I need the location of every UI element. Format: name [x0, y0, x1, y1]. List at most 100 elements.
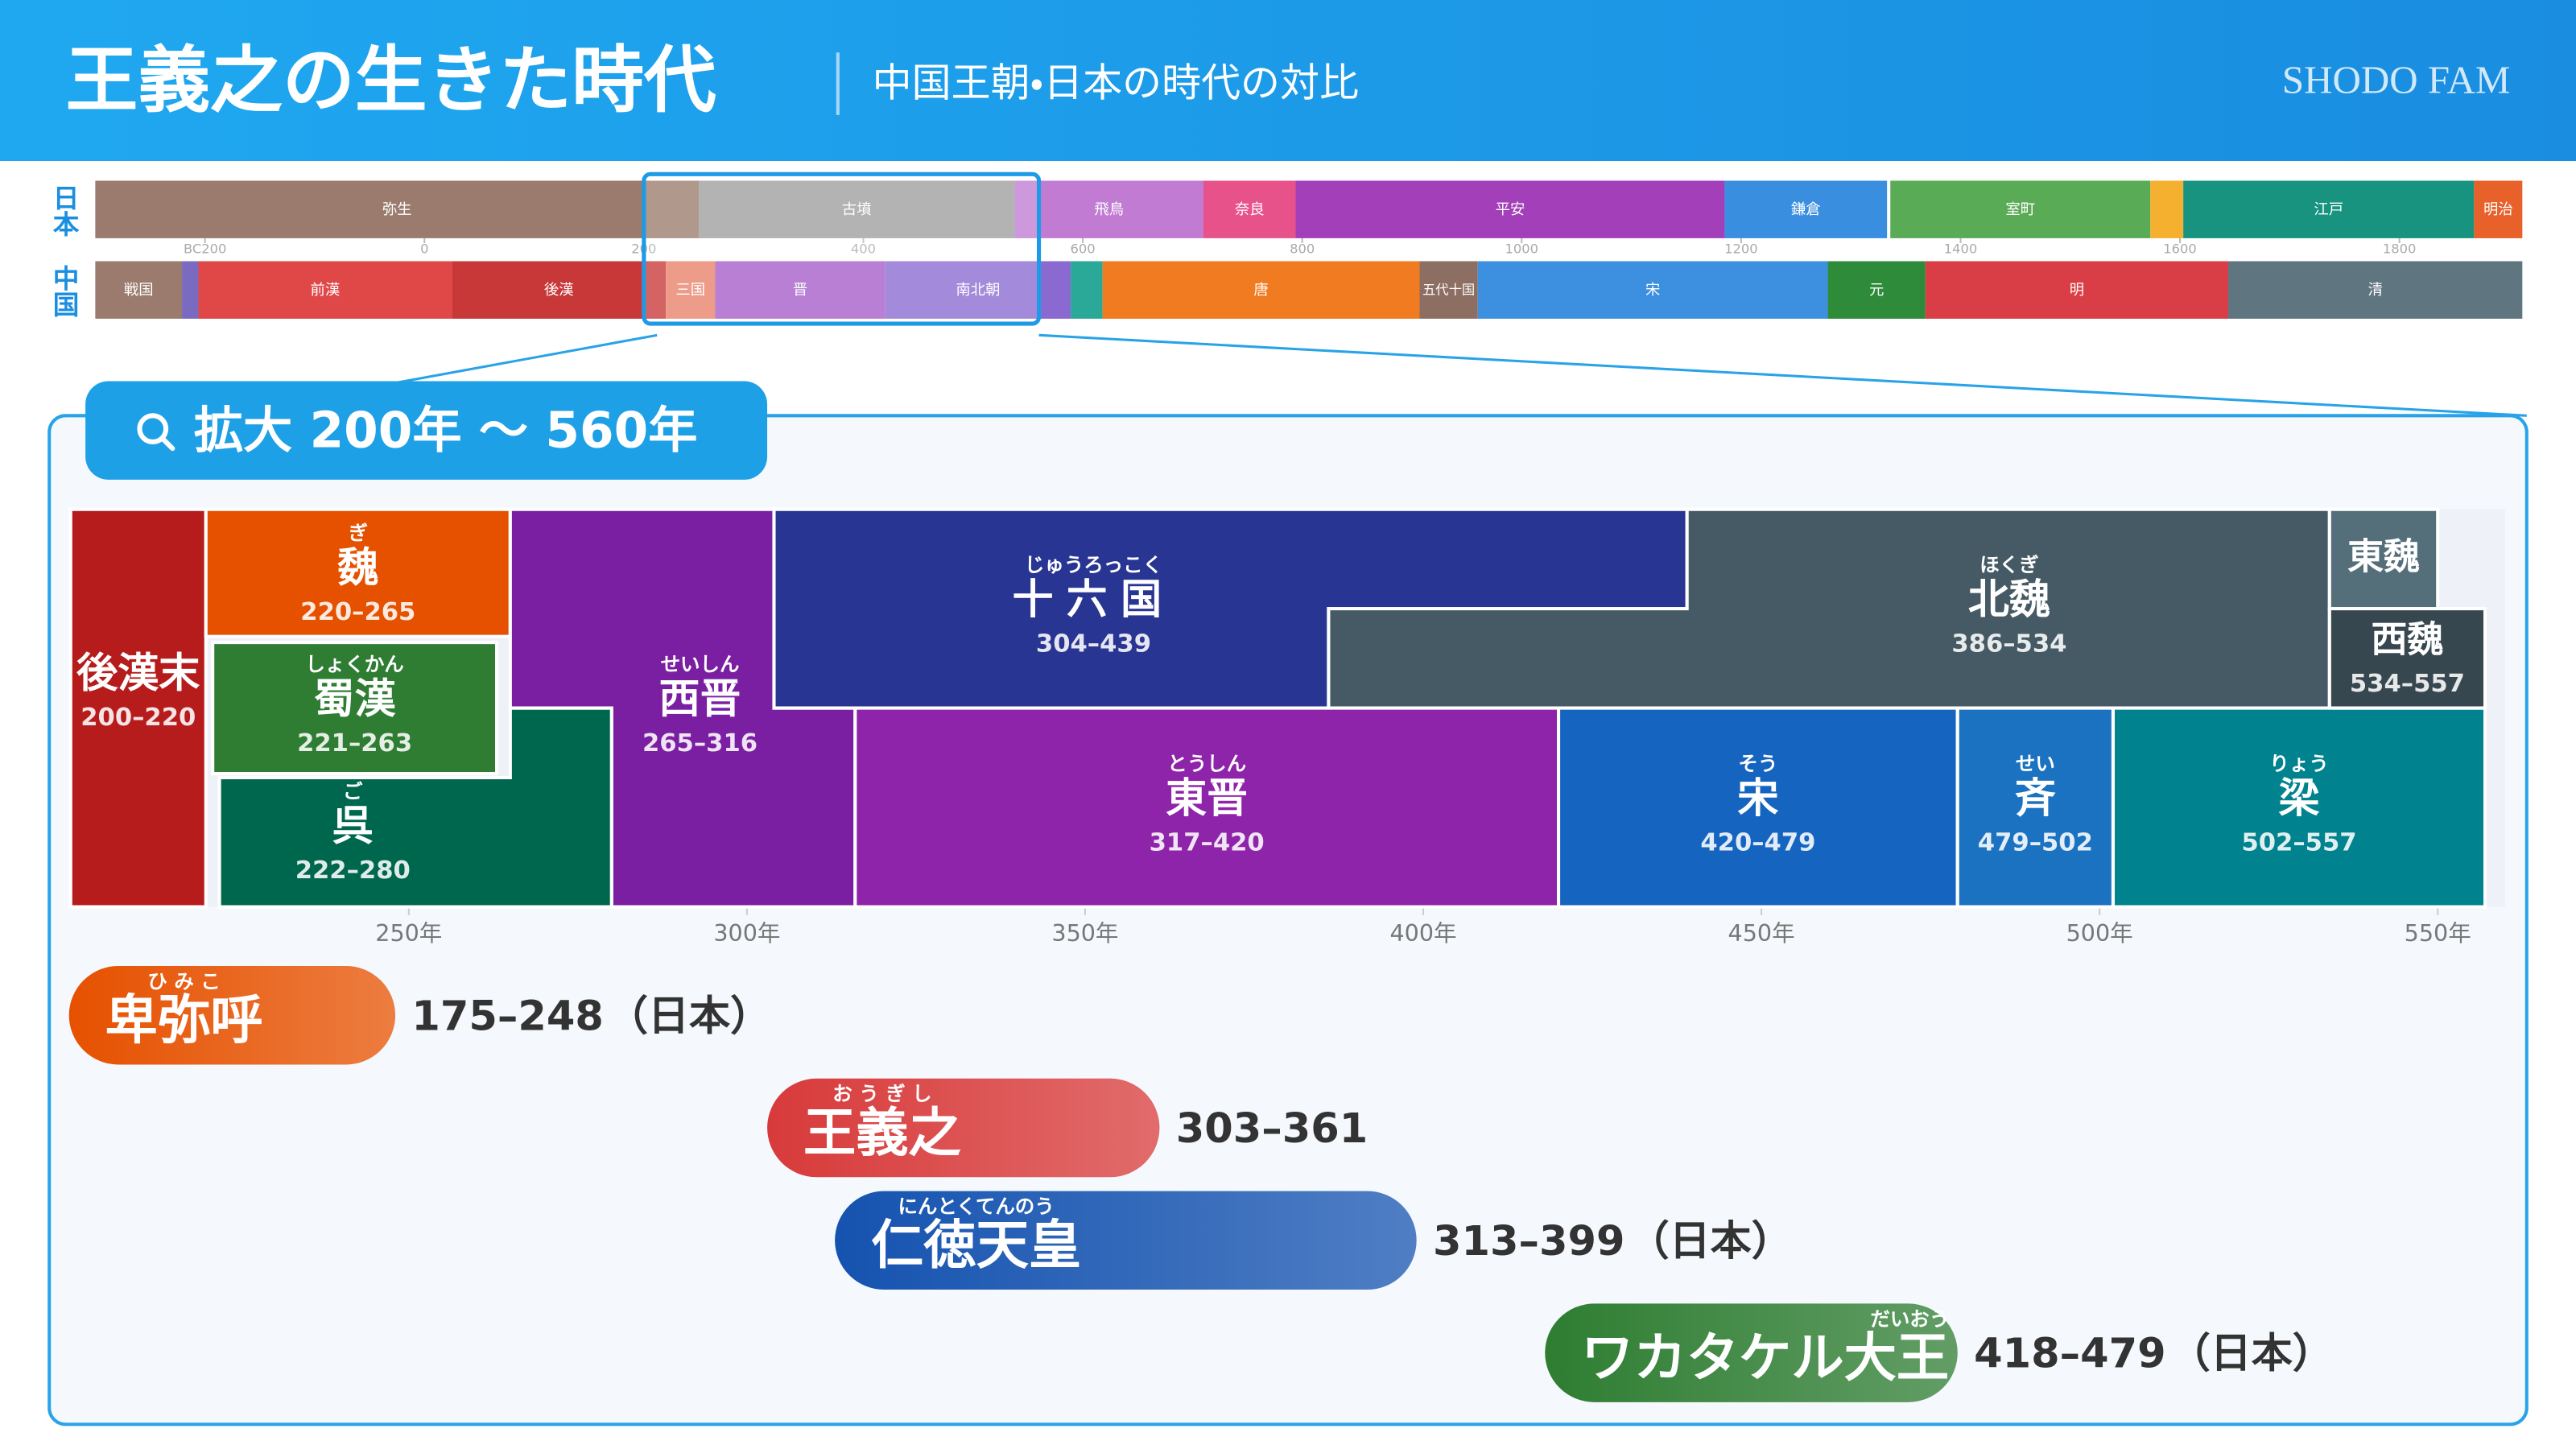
era-label: 弥生	[382, 201, 412, 218]
tick-label: 0	[420, 242, 428, 257]
era-block	[1295, 180, 1725, 238]
dynasty-range: 502–557	[2241, 828, 2356, 857]
era-block	[182, 261, 199, 319]
person-ruby: ひ み こ	[147, 969, 220, 993]
era-block	[699, 180, 1015, 238]
tick-label: 800	[1290, 242, 1315, 257]
era-label: 平安	[1496, 201, 1525, 218]
era-block	[452, 261, 667, 319]
dynasty-range: 479–502	[1978, 828, 2093, 857]
tick-label: 1200	[1724, 242, 1758, 257]
era-label: 晋	[793, 282, 807, 299]
dynasty-ruby: とうしん	[1167, 752, 1246, 775]
tick-label: 450年	[1728, 919, 1795, 947]
era-label: 奈良	[1235, 201, 1265, 218]
search-icon	[137, 413, 169, 445]
era-label: 鎌倉	[1791, 201, 1821, 218]
era-label: 五代十国	[1422, 283, 1475, 298]
tick-label: 1800	[2383, 242, 2417, 257]
dynasty-ruby: せい	[2016, 752, 2055, 775]
dynasty-name: 斉	[2015, 775, 2056, 823]
dynasty-ruby: ぎ	[349, 522, 368, 545]
dynasty-range: 386–534	[1951, 630, 2066, 658]
era-block	[1014, 180, 1203, 238]
person-name: 王義之	[803, 1102, 961, 1163]
era-label: 清	[2368, 282, 2382, 299]
dynasty-range: 304–439	[1036, 630, 1151, 658]
era-label: 宋	[1645, 282, 1660, 299]
logo: SHODO FAM	[2282, 57, 2510, 101]
era-label: 後漢	[544, 282, 574, 299]
person-range: 418–479	[1974, 1331, 2165, 1378]
tick-label: 600	[1070, 242, 1095, 257]
dynasty-name: 十六国	[1012, 576, 1174, 624]
era-block	[1890, 180, 2151, 238]
dynasty-ruby: りょう	[2269, 752, 2328, 775]
person-range: 313–399	[1433, 1218, 1625, 1265]
dynasty-ruby: ご	[343, 780, 363, 803]
era-label: 明治	[2483, 201, 2513, 218]
dynasty-name: 蜀漢	[314, 675, 396, 723]
tick-label: BC200	[184, 242, 226, 257]
row-label: 中国	[49, 264, 80, 317]
dynasty-range: 222–280	[295, 857, 411, 885]
dynasty-block	[2327, 607, 2487, 710]
person-name: ワカタケル大王	[1581, 1327, 1949, 1389]
era-block	[2183, 180, 2475, 238]
tick-label: 250年	[375, 919, 442, 947]
tick-label: 350年	[1051, 919, 1118, 947]
dynasty-name: 西魏	[2372, 617, 2444, 660]
era-block	[2474, 180, 2523, 238]
row-label: 日本	[49, 184, 80, 237]
dynasty-name: 宋	[1737, 775, 1778, 823]
era-label: 戦国	[124, 282, 154, 299]
zoom-connector	[378, 333, 658, 388]
tick-label: 1400	[1944, 242, 1978, 257]
tick-label: 400	[851, 242, 876, 257]
dynasty-range: 534–557	[2350, 670, 2465, 698]
tick-label: 300年	[713, 919, 780, 947]
era-block	[666, 261, 716, 319]
person-bar-shine	[767, 1078, 1160, 1178]
person-note: （日本）	[2169, 1331, 2334, 1378]
dynasty-name: 東魏	[2347, 535, 2420, 577]
person-ruby: にんとくてんのう	[898, 1195, 1054, 1218]
zoom-highlight	[642, 171, 1042, 326]
era-label: 元	[1869, 282, 1884, 299]
dynasty-ruby: ほくぎ	[1979, 553, 2038, 576]
dynasty-name: 呉	[332, 803, 374, 850]
era-label: 室町	[2005, 201, 2035, 218]
tick-label: 1600	[2163, 242, 2197, 257]
tick-label: 550年	[2405, 919, 2471, 947]
title: 王義之の生きた時代	[66, 39, 716, 123]
person-name: 卑弥呼	[105, 989, 263, 1051]
era-block	[1203, 180, 1296, 238]
person-ruby: お う ぎ し	[832, 1082, 931, 1105]
zoom-connector	[1038, 333, 2527, 417]
era-block	[1827, 261, 1926, 319]
era-label: 唐	[1253, 282, 1268, 299]
era-block	[715, 261, 886, 319]
era-block	[198, 261, 452, 319]
era-label: 江戸	[2314, 201, 2343, 218]
era-label: 三国	[675, 282, 705, 299]
era-block	[2228, 261, 2523, 319]
era-label: 明	[2070, 282, 2084, 299]
zoom-label: 拡大 200年 ～ 560年	[194, 402, 698, 459]
era-block	[1724, 180, 1888, 238]
dynasty-block	[68, 507, 208, 909]
dynasty-range: 420–479	[1700, 828, 1815, 857]
era-label: 古墳	[842, 201, 872, 218]
dynasty-name: 東晋	[1166, 775, 1248, 823]
person-range: 303–361	[1176, 1105, 1368, 1153]
zoom-tag	[85, 381, 768, 480]
era-block	[1102, 261, 1420, 319]
dynasty-name: 北魏	[1968, 576, 2050, 624]
person-bar-shine	[68, 966, 396, 1065]
dynasty-range: 317–420	[1150, 828, 1265, 857]
tick-label: 500年	[2066, 919, 2133, 947]
dynasty-name: 梁	[2278, 775, 2319, 823]
